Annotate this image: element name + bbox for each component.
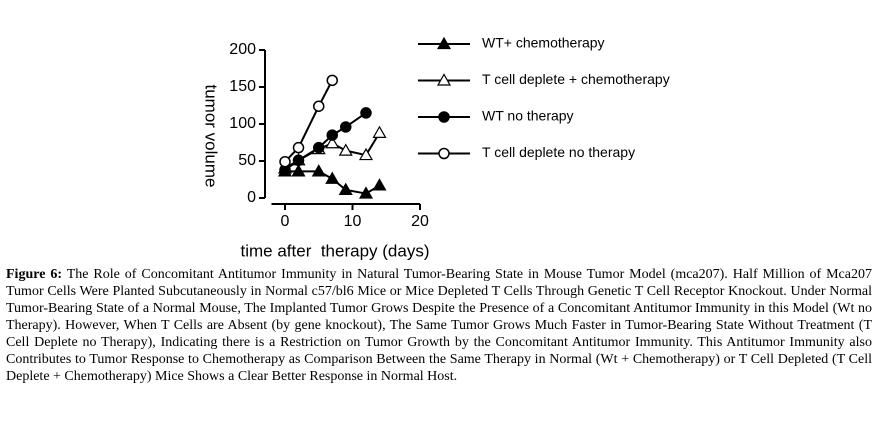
legend-marker xyxy=(436,73,452,86)
marker xyxy=(311,164,326,177)
caption: Figure 6: The Role of Concomitant Antitu… xyxy=(6,266,872,385)
marker xyxy=(292,141,305,154)
x-axis-label: time after therapy (days) xyxy=(241,241,430,260)
y-axis-label: tumor volume xyxy=(202,85,221,188)
marker xyxy=(358,147,374,161)
y-tick-label: 50 xyxy=(238,152,256,169)
marker xyxy=(372,125,387,138)
marker xyxy=(291,164,306,177)
legend-label: WT no therapy xyxy=(482,108,574,124)
marker xyxy=(313,141,325,154)
marker xyxy=(313,100,325,112)
x-tick-label: 20 xyxy=(411,213,429,230)
caption-text: The Role of Concomitant Antitumor Immuni… xyxy=(6,267,872,384)
legend-label: T cell deplete no therapy xyxy=(482,144,635,160)
caption-label: Figure 6: xyxy=(6,267,63,282)
marker xyxy=(326,129,338,141)
chart: time after therapy (days) tumor volume 0… xyxy=(202,35,670,261)
legend-label: WT+ chemotherapy xyxy=(482,35,605,51)
series-line xyxy=(284,79,334,163)
marker xyxy=(358,186,374,199)
marker xyxy=(360,107,372,119)
marker xyxy=(325,136,340,149)
x-tick-label: 10 xyxy=(344,213,362,230)
x-tick-label: 0 xyxy=(281,213,290,230)
legend-label: T cell deplete + chemotherapy xyxy=(482,71,670,87)
marker xyxy=(279,155,291,168)
legend-marker xyxy=(438,111,450,123)
marker xyxy=(325,171,340,184)
y-tick-label: 100 xyxy=(229,115,256,132)
marker xyxy=(338,182,353,195)
legend-marker xyxy=(438,147,450,160)
marker xyxy=(326,74,338,87)
marker xyxy=(340,121,352,133)
y-tick-label: 0 xyxy=(247,189,256,206)
y-tick-label: 200 xyxy=(229,41,256,58)
y-tick-label: 150 xyxy=(229,78,256,95)
marker xyxy=(292,154,305,167)
marker xyxy=(338,143,353,156)
marker xyxy=(372,178,387,191)
legend-marker xyxy=(436,36,452,50)
